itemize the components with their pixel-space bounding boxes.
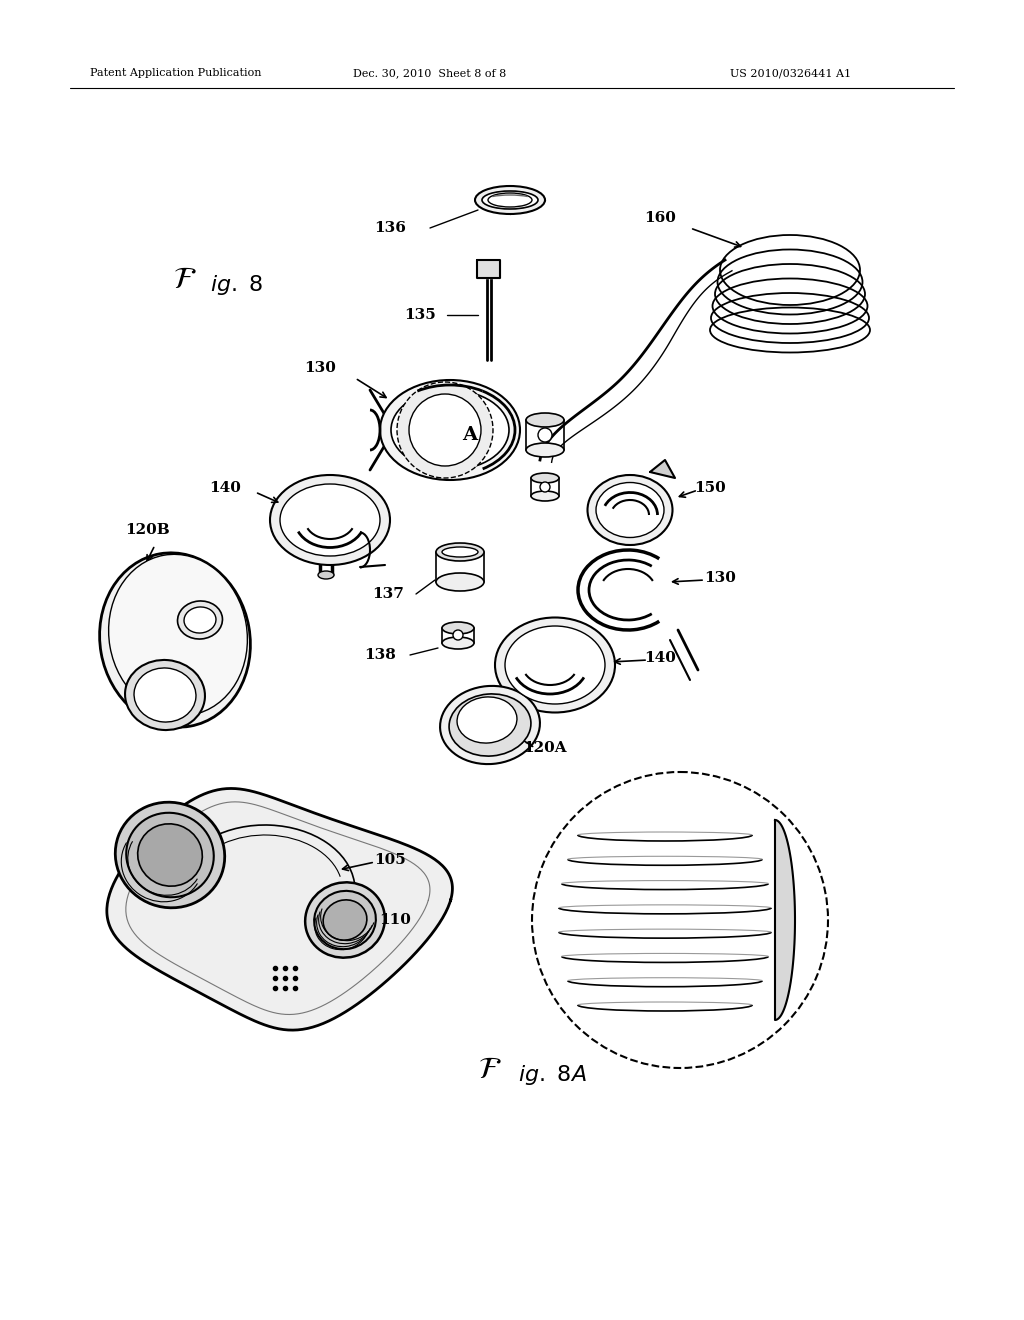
Polygon shape (477, 260, 500, 279)
Ellipse shape (177, 601, 222, 639)
Text: 120B: 120B (126, 523, 170, 537)
Ellipse shape (125, 660, 205, 730)
Ellipse shape (450, 694, 530, 756)
Polygon shape (650, 459, 675, 478)
Ellipse shape (596, 483, 664, 537)
Ellipse shape (482, 191, 538, 209)
Ellipse shape (318, 572, 334, 579)
Text: 130: 130 (705, 572, 736, 585)
Ellipse shape (324, 900, 367, 940)
Ellipse shape (588, 475, 673, 545)
Text: 137: 137 (372, 587, 403, 601)
Ellipse shape (305, 882, 385, 958)
Text: 135: 135 (404, 308, 436, 322)
Ellipse shape (109, 554, 248, 715)
Circle shape (453, 630, 463, 640)
Ellipse shape (436, 573, 484, 591)
Text: 130: 130 (304, 360, 336, 375)
Circle shape (540, 482, 550, 492)
Polygon shape (106, 788, 453, 1030)
Text: 140: 140 (644, 651, 676, 665)
Text: 136: 136 (374, 220, 406, 235)
Text: US 2010/0326441 A1: US 2010/0326441 A1 (730, 69, 851, 78)
Ellipse shape (280, 484, 380, 556)
Ellipse shape (505, 626, 605, 704)
Text: 120A: 120A (523, 741, 567, 755)
Text: Patent Application Publication: Patent Application Publication (90, 69, 261, 78)
Text: 138: 138 (365, 648, 396, 663)
Ellipse shape (270, 475, 390, 565)
Circle shape (532, 772, 828, 1068)
Ellipse shape (442, 638, 474, 649)
Text: $\mathcal{F}$: $\mathcal{F}$ (173, 264, 197, 296)
Ellipse shape (495, 618, 615, 713)
Circle shape (538, 428, 552, 442)
Ellipse shape (488, 193, 532, 207)
Text: 105: 105 (374, 853, 406, 867)
Ellipse shape (137, 824, 203, 886)
Text: A: A (463, 426, 477, 444)
Ellipse shape (391, 389, 509, 470)
Polygon shape (775, 820, 795, 1020)
Text: 160: 160 (644, 211, 676, 224)
Ellipse shape (475, 186, 545, 214)
Ellipse shape (526, 444, 564, 457)
Circle shape (409, 393, 481, 466)
Text: 140: 140 (209, 480, 241, 495)
Text: 110: 110 (379, 913, 411, 927)
Ellipse shape (184, 607, 216, 634)
Text: $ig.\ 8$: $ig.\ 8$ (210, 273, 263, 297)
Ellipse shape (442, 546, 478, 557)
Ellipse shape (526, 413, 564, 426)
Ellipse shape (440, 686, 540, 764)
Ellipse shape (436, 543, 484, 561)
Circle shape (397, 381, 493, 478)
Ellipse shape (531, 491, 559, 502)
Text: $\mathcal{F}$: $\mathcal{F}$ (478, 1055, 502, 1085)
Ellipse shape (126, 813, 214, 898)
Ellipse shape (314, 891, 376, 949)
Ellipse shape (134, 668, 196, 722)
Text: Dec. 30, 2010  Sheet 8 of 8: Dec. 30, 2010 Sheet 8 of 8 (353, 69, 507, 78)
Ellipse shape (380, 380, 520, 480)
Ellipse shape (116, 803, 224, 908)
Text: $ig.\ 8A$: $ig.\ 8A$ (518, 1063, 587, 1086)
Ellipse shape (442, 622, 474, 634)
Ellipse shape (531, 473, 559, 483)
Text: 150: 150 (694, 480, 726, 495)
Ellipse shape (99, 553, 251, 727)
Ellipse shape (457, 697, 517, 743)
